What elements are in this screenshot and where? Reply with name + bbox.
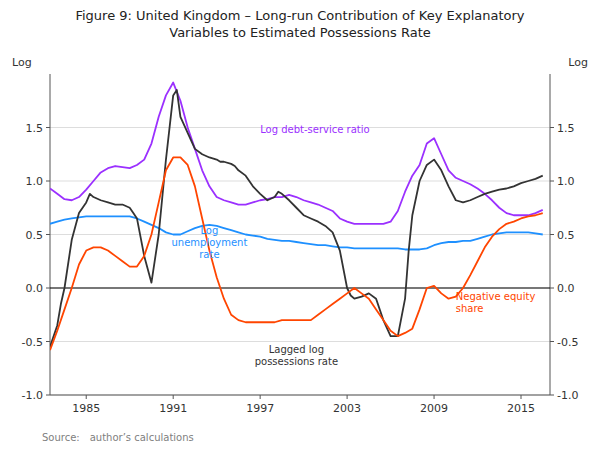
grid-line [50, 288, 550, 289]
source: Source: author’s calculations [42, 432, 194, 443]
x-tick [173, 395, 174, 399]
y2-tick-label: 1.5 [557, 122, 575, 135]
annotation: Lagged logpossessions rate [255, 344, 338, 367]
grid-line [50, 181, 550, 182]
y2-tick [550, 288, 554, 289]
grid-line [50, 234, 550, 235]
y2-tick-label: 0.0 [557, 282, 575, 295]
x-tick [86, 395, 87, 399]
y2-tick [550, 181, 554, 182]
y-tick [46, 341, 50, 342]
y-tick-label: -1.0 [22, 389, 43, 402]
x-tick-label: 2009 [420, 402, 448, 415]
y-tick [46, 234, 50, 235]
y-tick [46, 395, 50, 396]
y-tick-label: -0.5 [22, 336, 43, 349]
y2-tick-label: 1.0 [557, 175, 575, 188]
zero-line [50, 288, 550, 289]
y2-tick [550, 395, 554, 396]
y2-tick [550, 234, 554, 235]
x-axis-line [50, 395, 550, 396]
y-axis-label: Log [12, 56, 32, 69]
title: Figure 9: United Kingdom – Long-run Cont… [75, 8, 524, 40]
y2-tick-label: 0.5 [557, 229, 575, 242]
y2-tick [550, 341, 554, 342]
y-tick [46, 288, 50, 289]
x-tick [347, 395, 348, 399]
x-tick-label: 1991 [159, 402, 187, 415]
series-line [50, 216, 543, 249]
x-tick-label: 1985 [72, 402, 100, 415]
plot-area [50, 83, 550, 351]
y-tick-label: 1.0 [26, 175, 44, 188]
x-tick [434, 395, 435, 399]
chart: Figure 9: United Kingdom – Long-run Cont… [0, 0, 600, 453]
y2-tick-label: -1.0 [557, 389, 578, 402]
grid-line [50, 341, 550, 342]
grid-line [50, 395, 550, 396]
y2-tick-label: -0.5 [557, 336, 578, 349]
y-tick [46, 127, 50, 128]
annotation: Negative equityshare [456, 291, 536, 314]
y-tick-label: 0.0 [26, 282, 44, 295]
annotation: Logunemploymentrate [171, 225, 247, 260]
series-line [50, 83, 543, 224]
y2-tick [550, 127, 554, 128]
x-tick [521, 395, 522, 399]
x-tick [260, 395, 261, 399]
x-tick-label: 2015 [507, 402, 535, 415]
y-tick [46, 181, 50, 182]
y-tick-label: 1.5 [26, 122, 44, 135]
series-line [50, 90, 543, 347]
x-tick-label: 1997 [246, 402, 274, 415]
series-line [50, 157, 543, 350]
y2-axis-label: Log [568, 56, 588, 69]
x-tick-label: 2003 [333, 402, 361, 415]
y-tick-label: 0.5 [26, 229, 44, 242]
annotation: Log debt-service ratio [260, 124, 369, 135]
